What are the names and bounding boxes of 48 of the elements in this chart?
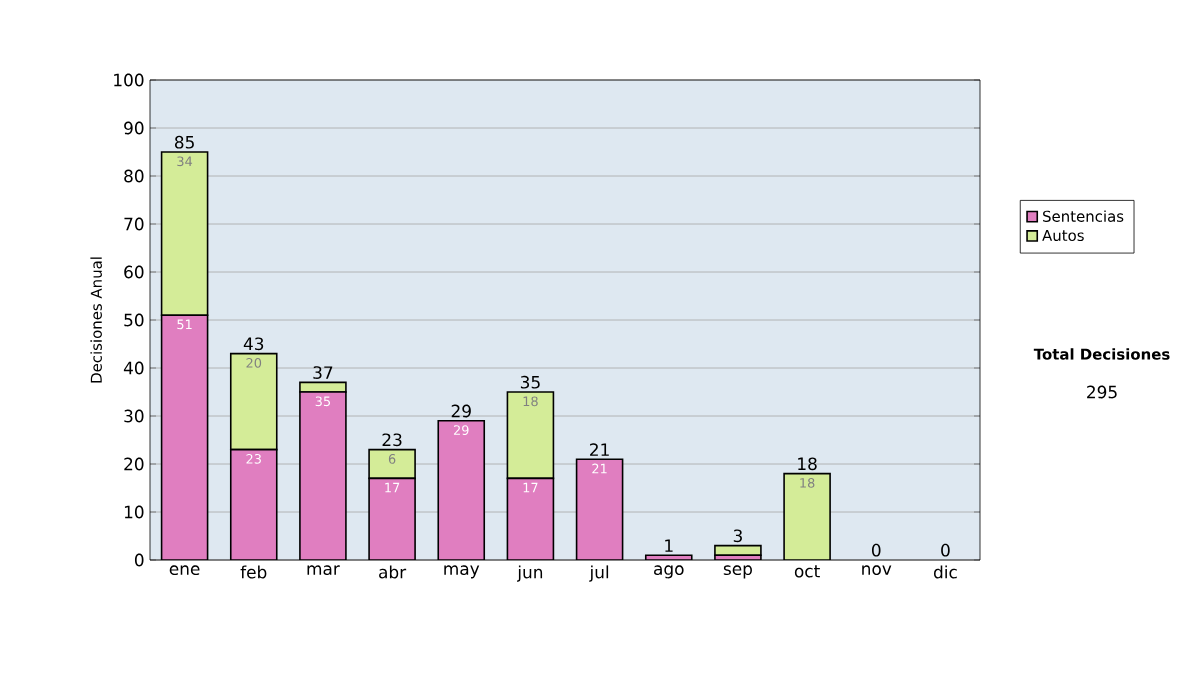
bar — [783, 472, 831, 560]
bar — [368, 477, 416, 560]
x-tick-label: may — [444, 565, 480, 579]
x-tick-label: dic — [933, 565, 957, 579]
y-tick-label: 30 — [124, 409, 144, 423]
y-tick-label: 60 — [124, 265, 144, 279]
bar — [229, 352, 278, 451]
x-tick-label: abr — [379, 565, 407, 579]
y-tick-label: 100 — [114, 73, 144, 87]
bar — [160, 314, 209, 560]
total-label: 23 — [382, 433, 402, 447]
y-tick-label: 90 — [124, 121, 144, 135]
total-label: 0 — [871, 543, 881, 557]
total-label: 35 — [520, 375, 540, 389]
y-tick-label: 10 — [124, 505, 144, 519]
x-tick-label: nov — [862, 565, 892, 576]
y-tick-label: 50 — [124, 313, 144, 327]
x-tick-label: ene — [169, 565, 200, 576]
bar — [506, 391, 555, 480]
x-tick-label: sep — [723, 565, 752, 579]
total-label: 0 — [941, 543, 950, 557]
bar — [160, 151, 209, 316]
y-tick-label: 40 — [123, 361, 144, 375]
total-label: 18 — [798, 457, 817, 471]
total-label: 1 — [665, 539, 673, 552]
bar — [506, 477, 555, 560]
x-tick-label: ago — [654, 565, 684, 579]
y-tick-label: 0 — [134, 553, 144, 567]
bar — [229, 448, 278, 560]
y-tick-label: 70 — [124, 217, 144, 231]
total-label: 43 — [243, 337, 264, 351]
bar — [299, 391, 347, 560]
total-label: 29 — [451, 404, 471, 418]
total-label: 3 — [733, 529, 742, 543]
x-tick-label: jul — [589, 565, 609, 582]
y-tick-label: 80 — [124, 169, 144, 183]
total-label: 21 — [590, 443, 609, 456]
x-tick-label: oct — [794, 565, 820, 578]
bar — [368, 448, 416, 480]
text: 295 — [1087, 385, 1117, 399]
x-tick-label: mar — [307, 565, 340, 576]
bar — [575, 458, 624, 560]
total-label: 85 — [174, 135, 194, 149]
x-tick-label: jun — [517, 565, 543, 582]
bar — [437, 420, 486, 560]
x-tick-label: feb — [240, 565, 267, 579]
y-tick-label: 20 — [124, 457, 144, 471]
total-label: 37 — [313, 366, 333, 380]
